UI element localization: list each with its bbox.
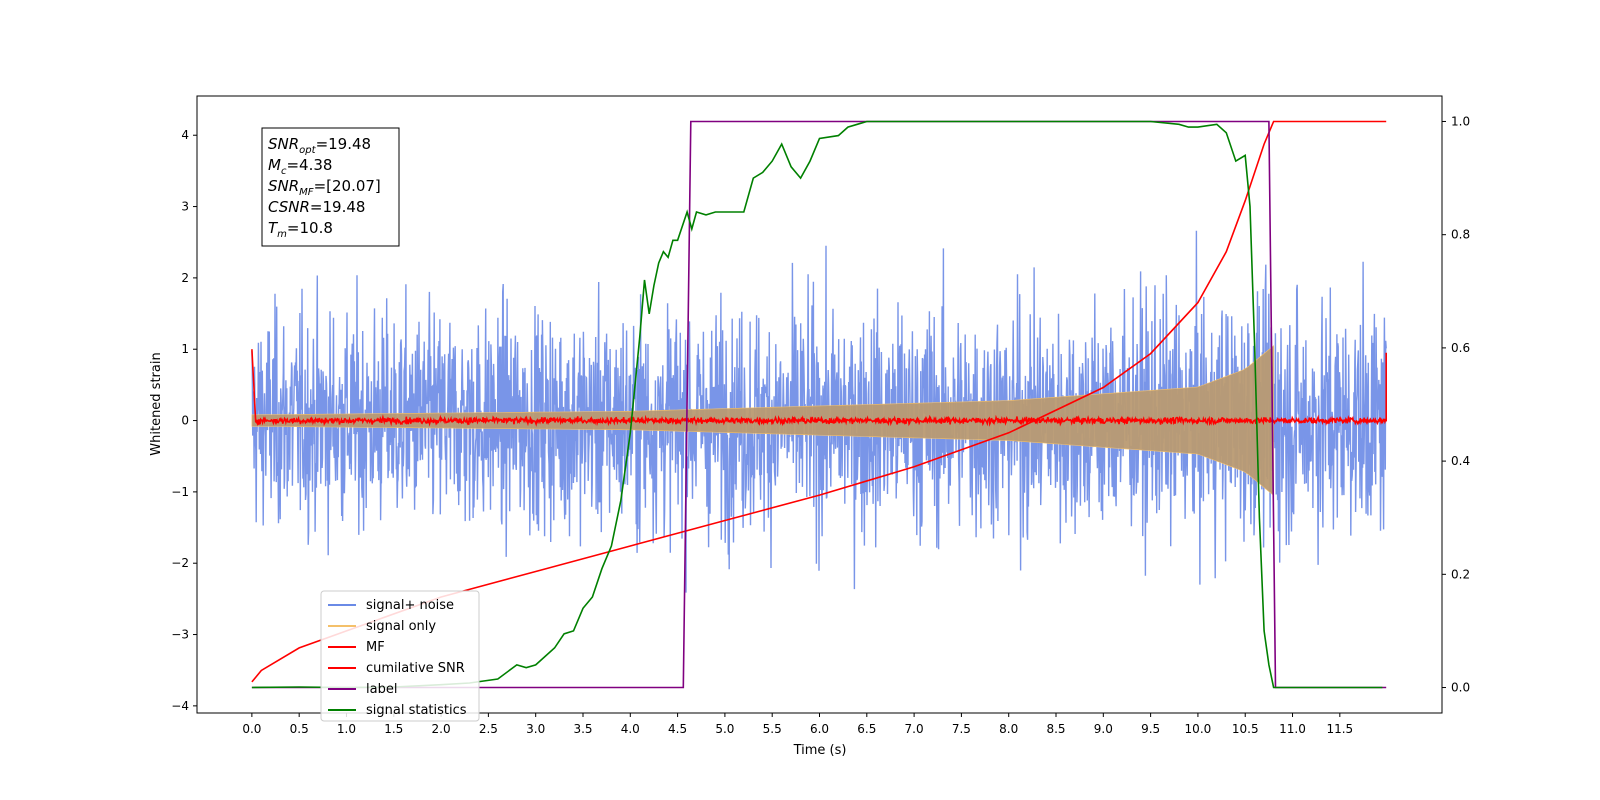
annotation-line: CSNR=19.48 bbox=[268, 198, 365, 216]
x-tick-label: 1.5 bbox=[384, 722, 403, 736]
legend-frame bbox=[320, 590, 480, 722]
annotation-box-frame bbox=[261, 127, 400, 247]
x-tick-label: 9.5 bbox=[1141, 722, 1160, 736]
y-right-tick-label: 0.0 bbox=[1451, 681, 1470, 695]
annotation-line: Mc=4.38 bbox=[268, 156, 332, 177]
annotation-line: SNRopt=19.48 bbox=[268, 135, 371, 156]
legend-label: signal+ noise bbox=[366, 598, 454, 613]
x-tick-label: 7.5 bbox=[952, 722, 971, 736]
legend: signal+ noise signal only MF cumilative SNR… bbox=[320, 590, 480, 722]
x-tick-label: 3.0 bbox=[526, 722, 545, 736]
x-tick-label: 5.5 bbox=[763, 722, 782, 736]
legend-label: signal only bbox=[366, 619, 436, 634]
y-tick-label: 3 bbox=[181, 200, 189, 214]
series-mf-line bbox=[251, 349, 1387, 427]
x-tick-label: 10.0 bbox=[1185, 722, 1212, 736]
x-tick-label: 4.0 bbox=[621, 722, 640, 736]
x-tick-label: 3.5 bbox=[573, 722, 592, 736]
y-axis-label: Whitened strain bbox=[149, 352, 164, 455]
x-tick-label: 8.5 bbox=[1046, 722, 1065, 736]
y-tick-label: −2 bbox=[171, 556, 189, 570]
x-tick-label: 8.0 bbox=[999, 722, 1018, 736]
annotation-line: SNRMF=[20.07] bbox=[268, 177, 381, 198]
x-tick-label: 0.0 bbox=[242, 722, 261, 736]
x-axis-label: Time (s) bbox=[793, 743, 847, 758]
y-tick-label: 4 bbox=[181, 128, 189, 142]
y-right-tick-label: 0.4 bbox=[1451, 454, 1470, 468]
legend-label: label bbox=[366, 682, 397, 697]
y-right-tick-label: 0.2 bbox=[1451, 567, 1470, 581]
annotation-box: SNRopt=19.48Mc=4.38SNRMF=[20.07]CSNR=19.… bbox=[261, 127, 400, 247]
axis-ticks: 0.0 0.5 1.0 1.5 2.0 2.5 3.0 3.5 4.0 4.5 5.0 5.5 6.0 6… bbox=[171, 114, 1470, 736]
legend-label: cumilative SNR bbox=[366, 661, 465, 676]
y-right-tick-label: 0.6 bbox=[1451, 341, 1470, 355]
y-right-tick-label: 0.8 bbox=[1451, 228, 1470, 242]
annotation-line: Tm=10.8 bbox=[268, 219, 333, 240]
x-tick-label: 2.0 bbox=[432, 722, 451, 736]
x-tick-label: 11.5 bbox=[1326, 722, 1353, 736]
y-tick-label: −4 bbox=[171, 699, 189, 713]
x-tick-label: 7.0 bbox=[905, 722, 924, 736]
x-tick-label: 0.5 bbox=[290, 722, 309, 736]
x-tick-label: 5.0 bbox=[715, 722, 734, 736]
legend-label: MF bbox=[366, 640, 385, 655]
y-tick-label: 1 bbox=[181, 342, 189, 356]
x-tick-label: 6.0 bbox=[810, 722, 829, 736]
y-tick-label: −3 bbox=[171, 628, 189, 642]
x-tick-label: 4.5 bbox=[668, 722, 687, 736]
y-right-tick-label: 1.0 bbox=[1451, 114, 1470, 128]
x-tick-label: 2.5 bbox=[479, 722, 498, 736]
y-tick-label: 0 bbox=[181, 414, 189, 428]
x-tick-label: 1.0 bbox=[337, 722, 356, 736]
y-tick-label: 2 bbox=[181, 271, 189, 285]
x-tick-label: 9.0 bbox=[1094, 722, 1113, 736]
x-tick-label: 11.0 bbox=[1279, 722, 1306, 736]
x-tick-label: 6.5 bbox=[857, 722, 876, 736]
legend-label: signal statistics bbox=[366, 703, 467, 718]
series-signal-statistics-line bbox=[251, 120, 1383, 689]
x-tick-label: 10.5 bbox=[1232, 722, 1259, 736]
y-tick-label: −1 bbox=[171, 485, 189, 499]
